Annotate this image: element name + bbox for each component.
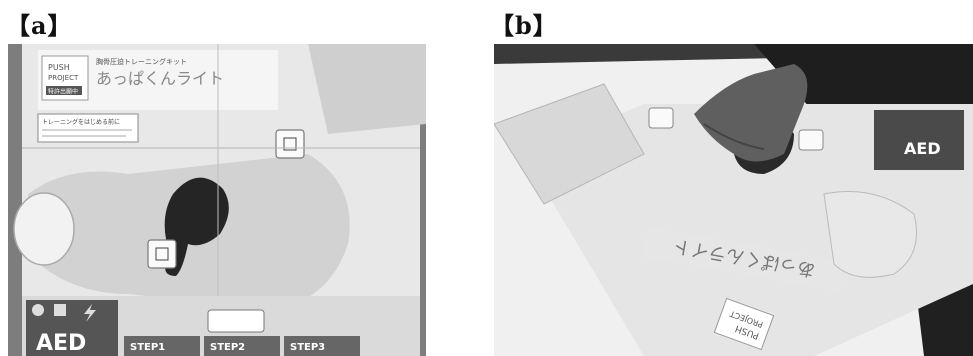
compression-pad — [164, 177, 229, 276]
step2-text: STEP2 — [210, 342, 245, 353]
electrode-sticker — [275, 129, 305, 159]
cloth-bag — [494, 83, 645, 205]
instructions-heading: トレーニングをはじめる前に — [42, 118, 120, 126]
panel-b-label: 【b】 — [490, 11, 558, 40]
photo-a: PUSH PROJECT 特許出願中 胸骨圧迫トレーニングキット あっぱくんライ… — [8, 44, 426, 356]
electrode-sticker — [147, 239, 177, 269]
title-large-text: あっぱくんライト — [96, 69, 224, 88]
logo-push-text: PUSH — [48, 63, 70, 72]
title-small-text: 胸骨圧迫トレーニングキット — [96, 57, 187, 66]
panel-a-label: 【a】 — [6, 11, 73, 40]
electrode-sticker — [798, 129, 824, 151]
electrode-sticker — [648, 107, 674, 129]
step1-text: STEP1 — [130, 342, 165, 353]
logo-project-text: PROJECT — [48, 74, 79, 82]
photo-a-image: PUSH PROJECT 特許出願中 胸骨圧迫トレーニングキット あっぱくんライ… — [8, 44, 426, 356]
aed-text: AED — [904, 139, 941, 158]
training-sheet — [524, 104, 973, 356]
photo-b: AED あっぱくんライト PUSH PROJECT — [494, 44, 973, 356]
logo-badge-text: 特許出願中 — [48, 88, 78, 96]
aed-panel — [874, 110, 964, 170]
cloth-bag — [308, 44, 426, 134]
photo-b-image: AED あっぱくんライト PUSH PROJECT — [494, 44, 973, 356]
hands — [694, 64, 808, 162]
aed-text: AED — [36, 331, 86, 356]
step3-text: STEP3 — [290, 342, 325, 353]
